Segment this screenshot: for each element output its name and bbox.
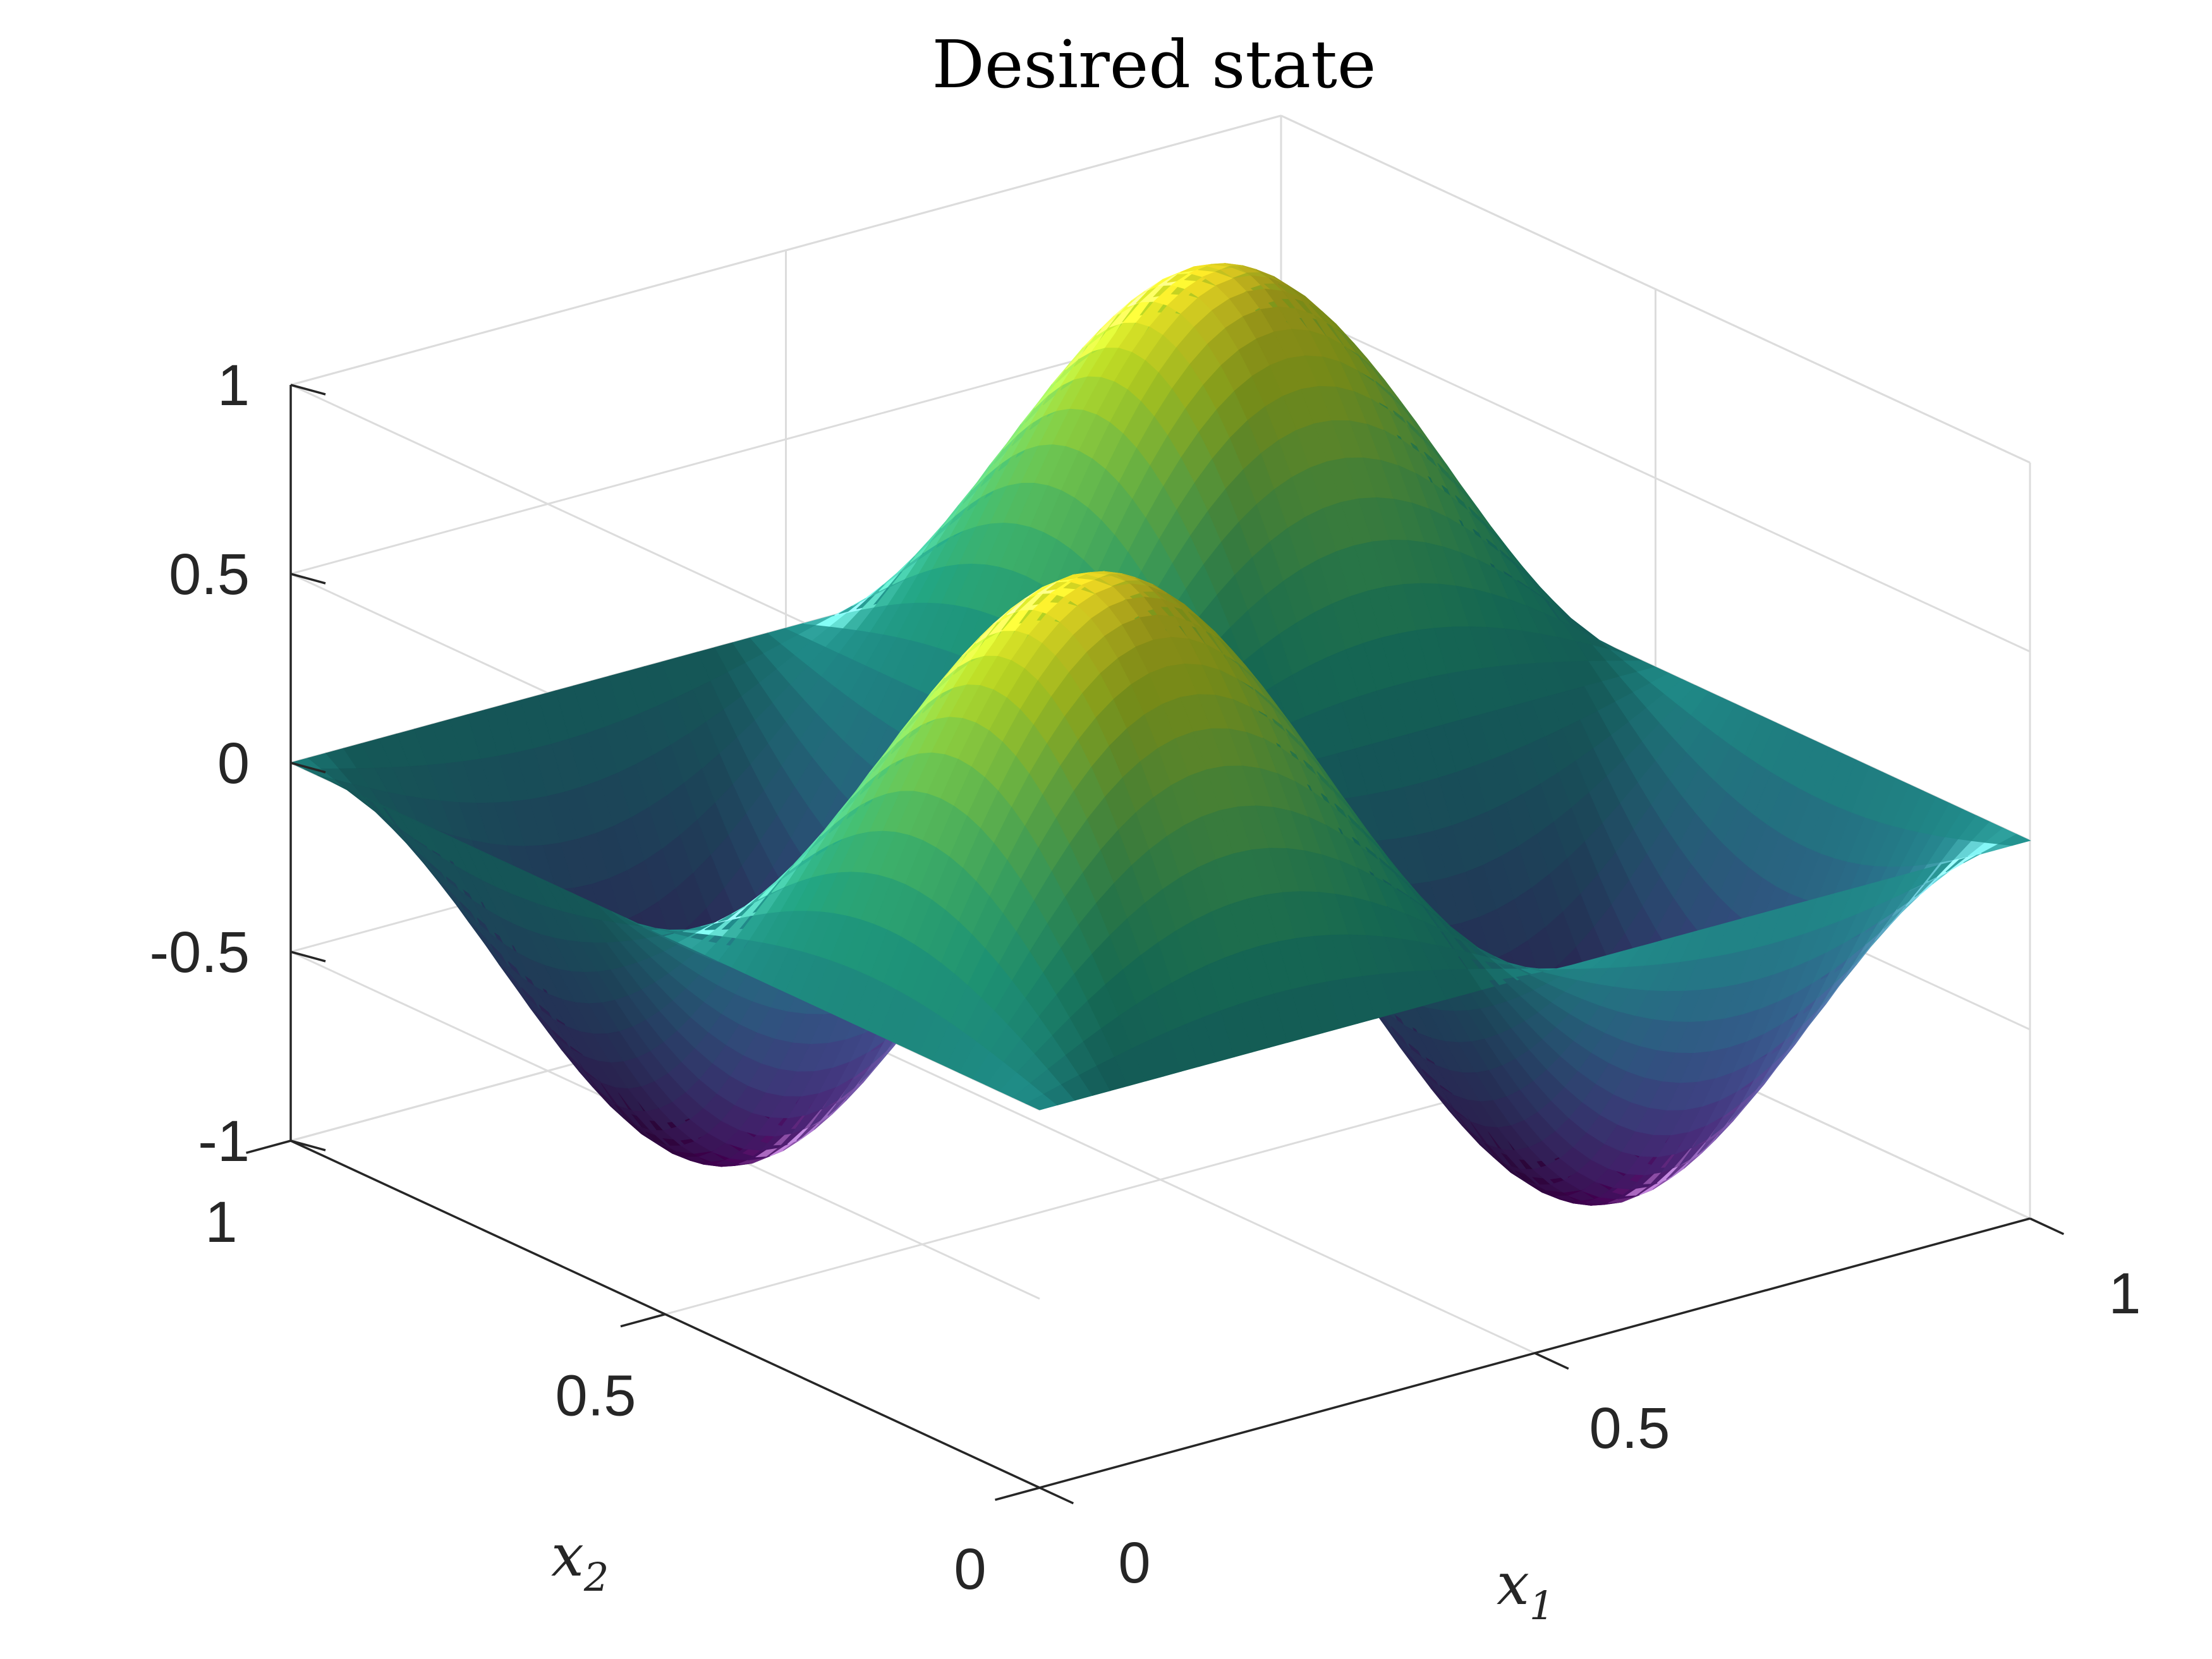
x-tick-mark bbox=[1534, 1352, 1569, 1370]
y-tick-mark bbox=[620, 1313, 665, 1328]
y-tick-mark bbox=[246, 1139, 291, 1154]
y-tick-label: 0 bbox=[954, 1537, 986, 1601]
y-tick-label: 0.5 bbox=[556, 1364, 636, 1428]
z-tick-mark bbox=[290, 384, 326, 396]
y-tick-label: 1 bbox=[205, 1190, 237, 1255]
x-tick-mark bbox=[1039, 1486, 1074, 1505]
chart-title: Desired state bbox=[932, 26, 1376, 103]
y-axis-label-sub: 2 bbox=[583, 1554, 609, 1600]
y-axis-label: x2 bbox=[551, 1522, 609, 1600]
z-tick-mark bbox=[290, 1139, 326, 1152]
z-tick-mark bbox=[290, 951, 326, 963]
x-tick-label: 0.5 bbox=[1589, 1396, 1670, 1461]
z-tick-label: -0.5 bbox=[149, 920, 250, 985]
x-tick-mark bbox=[2029, 1217, 2065, 1236]
z-tick-mark bbox=[290, 762, 326, 774]
z-tick-label: -1 bbox=[198, 1109, 250, 1174]
x-axis-label: x1 bbox=[1497, 1550, 1554, 1629]
z-tick-label: 1 bbox=[217, 353, 250, 418]
y-axis-label-main: x bbox=[551, 1522, 584, 1589]
z-tick-label: 0.5 bbox=[169, 542, 250, 607]
z-tick-label: 0 bbox=[217, 731, 250, 796]
x-tick-label: 1 bbox=[2108, 1261, 2141, 1326]
surface-plot bbox=[289, 263, 2031, 1206]
x-axis-label-main: x bbox=[1497, 1550, 1529, 1618]
axes-ticks: 0 0.5 1 0 0.5 1 -1 -0.5 0 0.5 1 bbox=[149, 353, 2141, 1601]
x-tick-label: 0 bbox=[1118, 1531, 1150, 1595]
x-axis-label-sub: 1 bbox=[1529, 1583, 1554, 1629]
z-tick-mark bbox=[290, 573, 326, 585]
y-tick-mark bbox=[995, 1486, 1040, 1501]
surface-patch bbox=[1997, 834, 2031, 846]
